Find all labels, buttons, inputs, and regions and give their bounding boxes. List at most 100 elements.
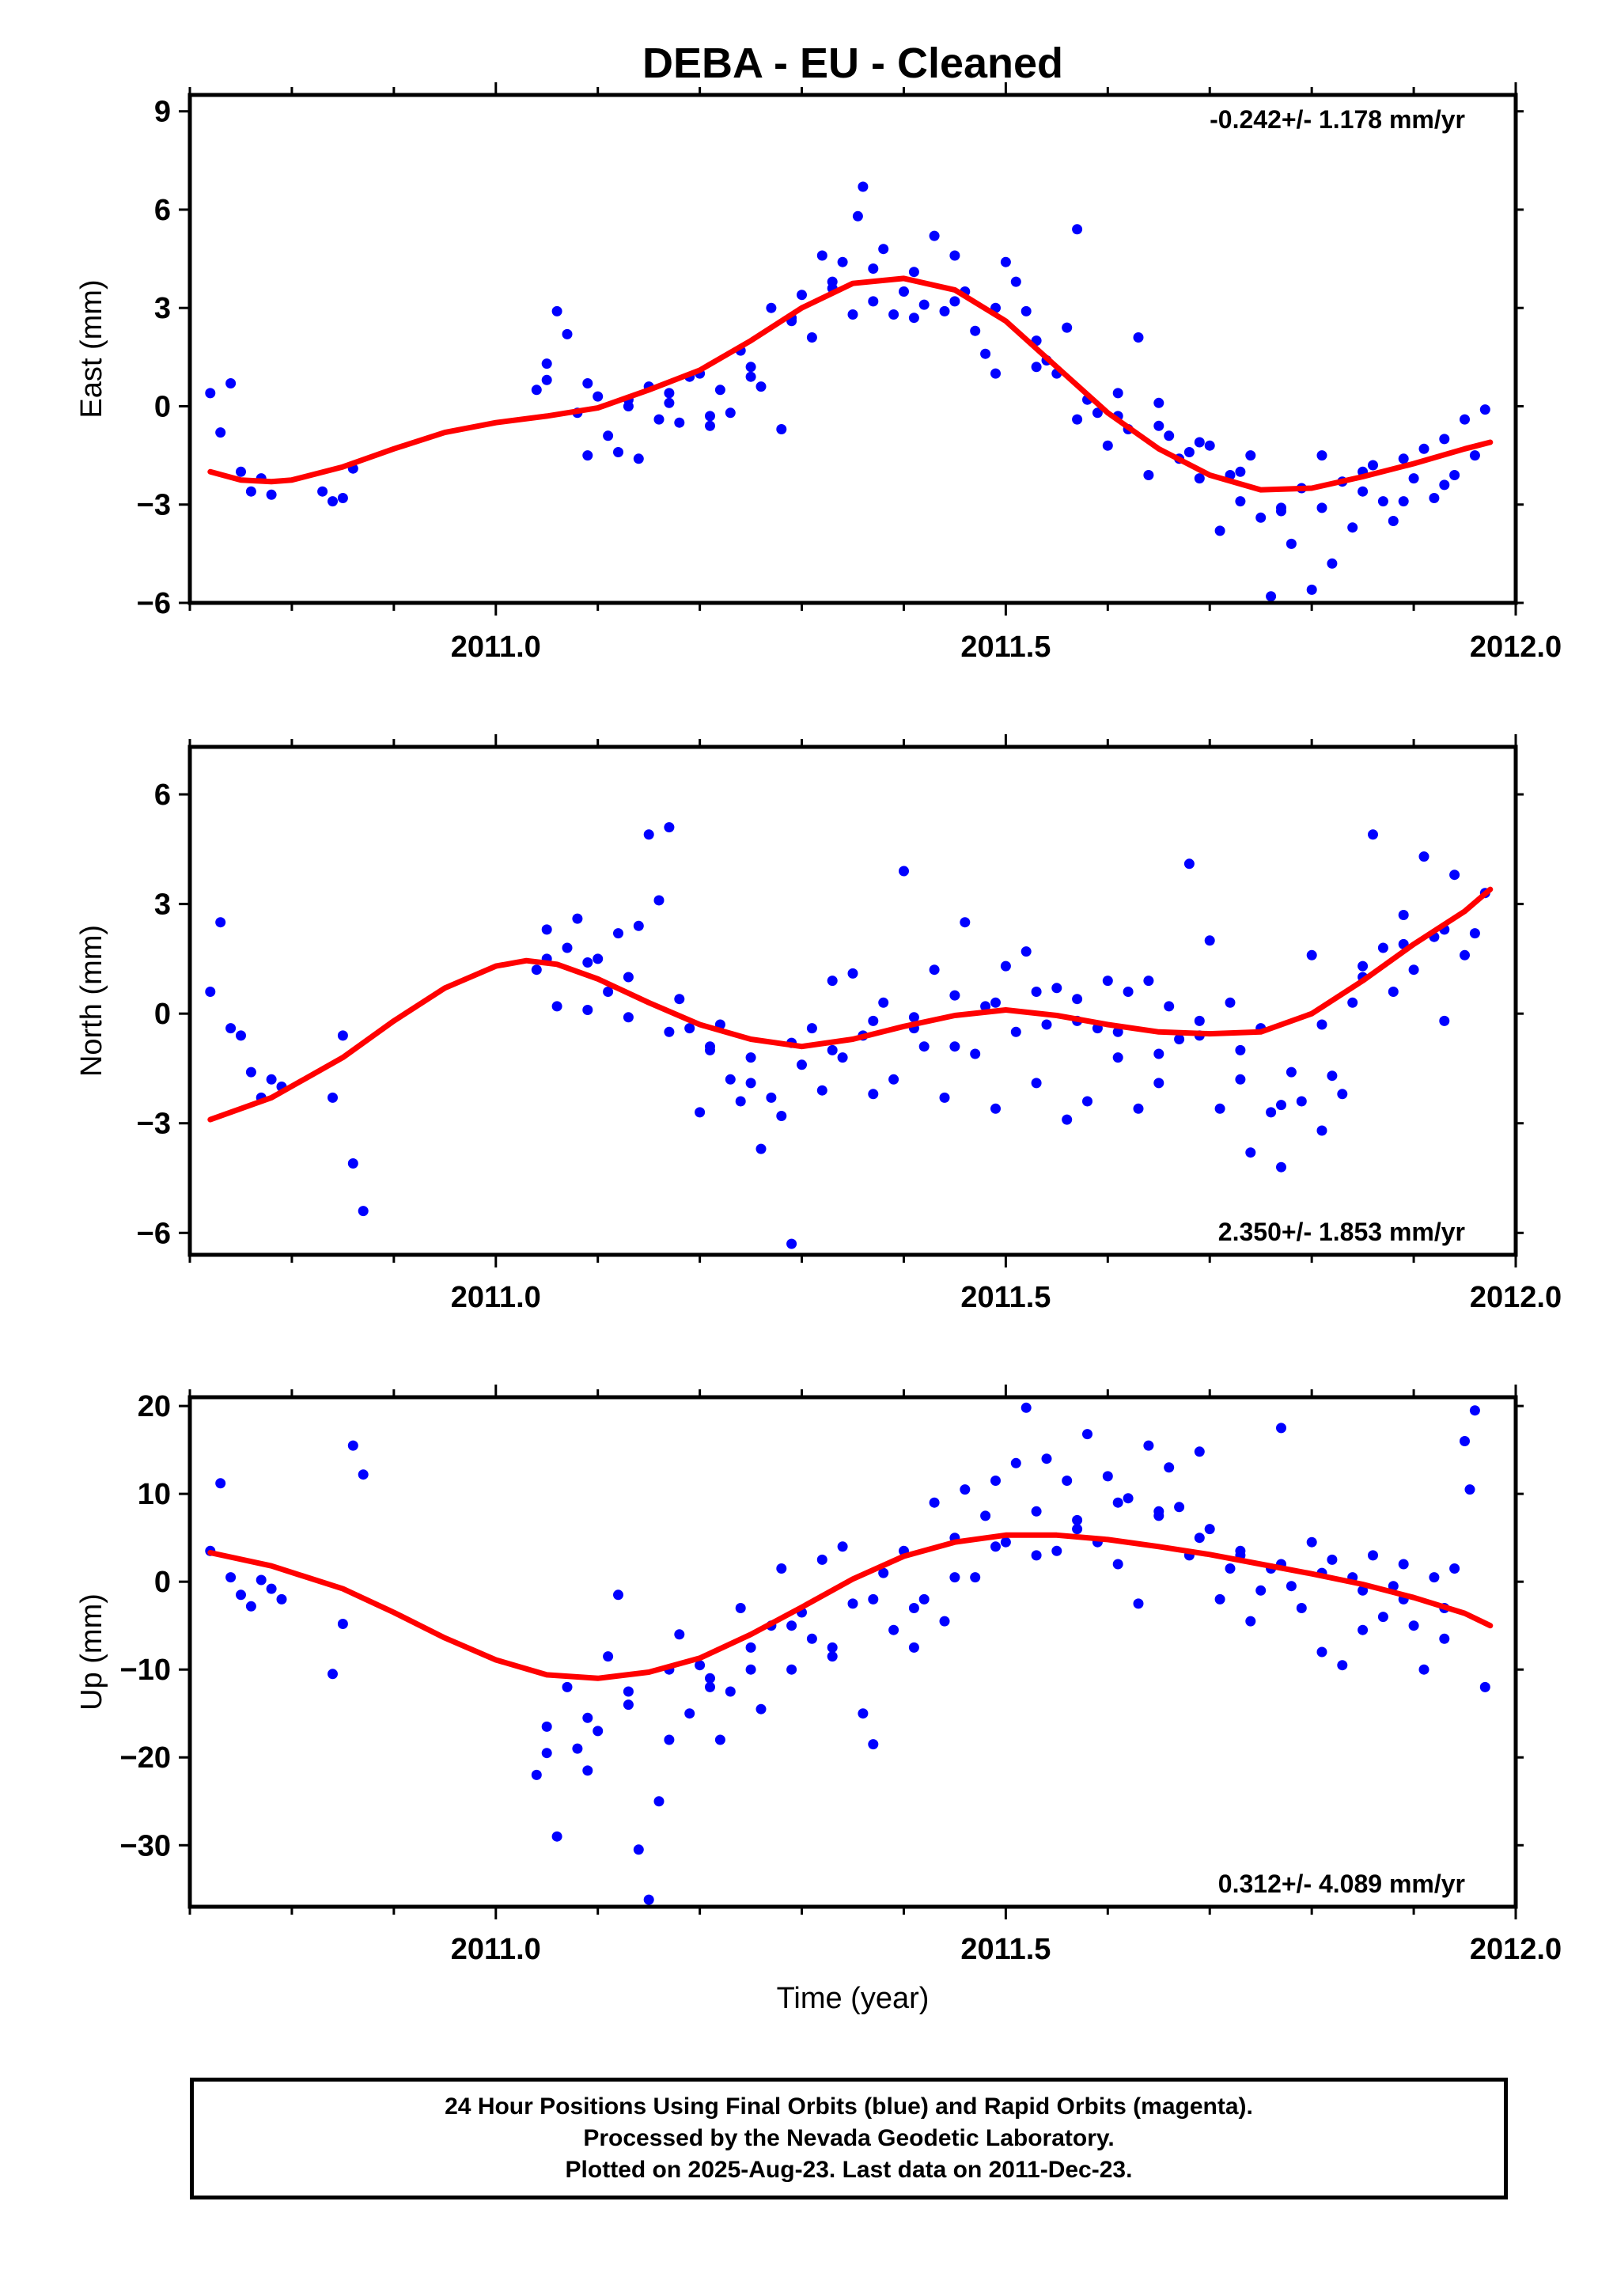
data-point [1377, 942, 1388, 953]
data-point [705, 1673, 715, 1684]
data-point [1439, 1633, 1450, 1644]
data-point [1255, 512, 1267, 523]
x-tick-label: 2011.5 [960, 1933, 1051, 1966]
data-point [827, 1044, 838, 1055]
data-point [1000, 1536, 1011, 1548]
data-point [745, 362, 756, 373]
data-point [1082, 1096, 1092, 1107]
data-point [1377, 1612, 1388, 1623]
data-point [1316, 450, 1327, 461]
data-point [816, 1554, 827, 1565]
data-point [786, 1238, 797, 1249]
data-point [1276, 1423, 1286, 1434]
data-point [949, 1572, 960, 1583]
data-point [1460, 414, 1470, 425]
data-point [970, 1572, 981, 1583]
data-point [899, 286, 909, 297]
data-point [1464, 1484, 1475, 1495]
data-point [908, 1642, 919, 1653]
data-point [776, 1111, 787, 1121]
data-point [797, 290, 807, 301]
data-point [225, 1023, 237, 1034]
data-point [949, 990, 960, 1001]
data-point [705, 1681, 715, 1692]
y-tick-label: 9 [154, 96, 171, 129]
data-point [582, 1005, 593, 1015]
data-point [1072, 1524, 1083, 1535]
data-point [593, 953, 604, 964]
data-point [541, 358, 552, 369]
data-point [1133, 332, 1144, 343]
data-point [878, 1567, 889, 1578]
data-point [1102, 440, 1113, 451]
data-point [1418, 851, 1429, 862]
data-point [990, 368, 1001, 379]
data-points [205, 181, 1490, 602]
data-point [1021, 305, 1032, 316]
y-tick-label: 6 [154, 194, 171, 227]
data-point [1388, 987, 1399, 997]
footer-line-3: Plotted on 2025-Aug-23. Last data on 201… [565, 2157, 1133, 2183]
data-point [1174, 1502, 1185, 1513]
data-point [562, 942, 573, 953]
data-point [1439, 434, 1450, 445]
x-tick-label: 2011.5 [960, 631, 1051, 664]
data-point [878, 997, 889, 1008]
data-point [970, 1048, 981, 1059]
data-point [1010, 276, 1021, 287]
data-point [236, 1030, 246, 1041]
data-point [684, 1708, 695, 1719]
plot-frame [187, 93, 1518, 605]
data-point [531, 385, 542, 396]
data-point [1398, 496, 1409, 507]
data-point [929, 1497, 940, 1508]
data-point [1041, 1019, 1052, 1030]
data-point [225, 378, 237, 388]
data-point [725, 1686, 736, 1697]
data-point [755, 1703, 767, 1714]
data-point [1225, 1563, 1236, 1574]
data-point [827, 1651, 838, 1662]
data-point [1245, 450, 1256, 461]
data-point [582, 450, 593, 461]
data-point [1347, 997, 1358, 1008]
data-point [633, 453, 644, 464]
data-point [1000, 256, 1011, 267]
data-point [1092, 407, 1103, 419]
rate-annotation: 0.312+/- 4.089 mm/yr [1218, 1870, 1465, 1898]
data-point [745, 371, 756, 382]
data-point [1123, 1493, 1134, 1504]
data-point [1408, 1620, 1419, 1631]
data-point [633, 920, 644, 931]
data-point [1358, 1624, 1369, 1635]
data-point [674, 1629, 685, 1640]
data-point [664, 822, 675, 833]
data-point [1021, 946, 1032, 957]
data-point [949, 1041, 960, 1052]
data-point [1010, 1457, 1021, 1468]
data-point [225, 1572, 237, 1583]
x-tick-label: 2011.0 [451, 1281, 541, 1314]
data-point [215, 427, 226, 438]
x-tick-label: 2011.0 [451, 1933, 541, 1966]
data-point [1174, 1034, 1185, 1044]
data-point [1296, 1096, 1307, 1107]
data-point [918, 1041, 930, 1052]
data-point [797, 1059, 807, 1070]
data-point [266, 489, 277, 500]
data-point [1316, 502, 1327, 513]
data-point [735, 1603, 746, 1613]
data-point [806, 1023, 817, 1034]
data-point [858, 181, 869, 192]
y-tick-label: 0 [154, 390, 171, 423]
data-point [786, 1664, 797, 1675]
data-point [1072, 994, 1083, 1005]
data-point [205, 987, 216, 997]
data-point [1377, 496, 1388, 507]
data-point [1245, 1147, 1256, 1158]
data-point [337, 1030, 348, 1041]
data-point [1347, 522, 1358, 533]
x-tick-label: 2012.0 [1470, 1933, 1562, 1966]
data-point [1368, 1550, 1378, 1561]
